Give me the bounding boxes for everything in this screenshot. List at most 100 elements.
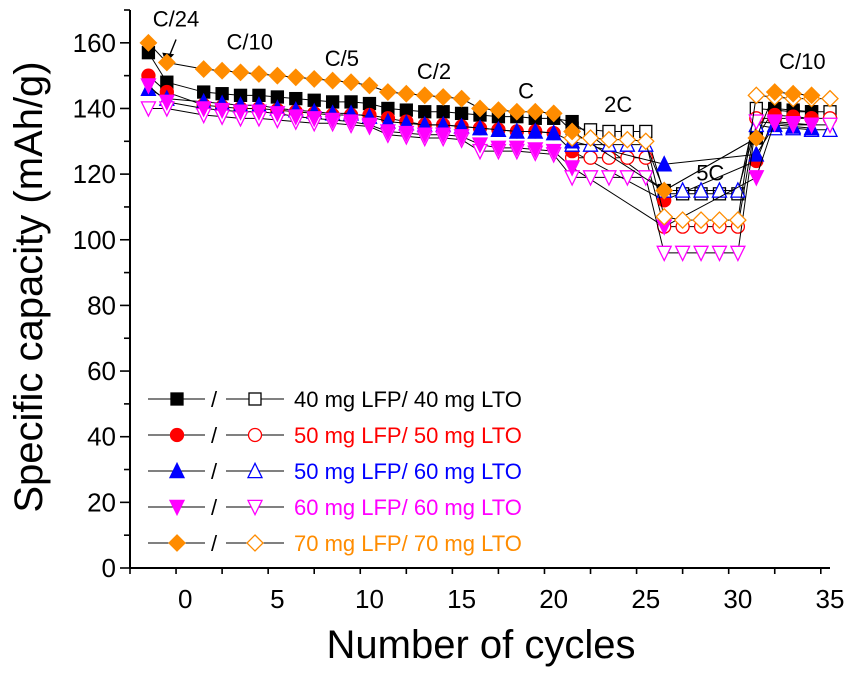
data-point-filled (527, 142, 544, 159)
y-tick-label: 80 (87, 290, 116, 320)
data-point-open (711, 245, 728, 262)
y-tick-label: 0 (102, 553, 116, 583)
data-point-filled (214, 102, 231, 120)
legend-marker-open (247, 427, 263, 443)
data-point-filled (397, 84, 416, 103)
data-point-filled (323, 71, 342, 90)
legend-entry: / 60 mg LFP/ 60 mg LTO (148, 495, 522, 520)
legend-label: 70 mg LFP/ 70 mg LTO (294, 531, 522, 556)
y-tick-label: 40 (87, 422, 116, 452)
legend-marker-filled (169, 427, 185, 443)
data-point-filled (656, 155, 673, 172)
rate-label: C/2 (417, 59, 451, 84)
data-point-filled (545, 143, 562, 161)
data-point-filled (306, 111, 323, 128)
data-point-open (673, 211, 692, 229)
data-point-filled (748, 145, 765, 162)
data-point-filled (287, 109, 304, 126)
data-point-open (638, 150, 653, 165)
data-point-filled (158, 94, 175, 111)
data-point-filled (563, 122, 582, 141)
x-tick-label: 10 (355, 584, 384, 614)
data-point-filled (489, 101, 508, 120)
data-point-open (600, 130, 618, 149)
data-point-open (674, 181, 691, 198)
rate-label: 5C (696, 161, 724, 186)
data-point-filled (194, 60, 213, 79)
data-point-filled (452, 89, 471, 108)
data-point-filled (343, 114, 360, 131)
legend-entry: / 50 mg LFP/ 60 mg LTO (148, 459, 522, 484)
data-point-filled (527, 122, 544, 139)
rate-label: C/24 (153, 6, 199, 31)
data-point-open (656, 245, 673, 262)
data-point-filled (378, 83, 397, 101)
data-point-filled (766, 114, 783, 131)
data-point-filled (785, 115, 802, 133)
data-point-open (674, 245, 691, 262)
data-point-open (618, 130, 637, 149)
series-4 (140, 78, 839, 262)
data-point-filled (544, 104, 563, 123)
data-point-filled (415, 86, 434, 105)
data-point-filled (140, 78, 157, 95)
data-point-open (692, 211, 710, 229)
data-point-filled (435, 127, 452, 144)
data-point-filled (231, 63, 250, 82)
data-point-filled (434, 88, 453, 106)
legend-separator: / (211, 387, 218, 412)
rate-label: C/5 (325, 46, 359, 71)
legend-marker-filled (170, 392, 184, 406)
rate-label: C/10 (226, 29, 272, 54)
data-point-open (581, 129, 600, 147)
legend-separator: / (211, 531, 218, 556)
data-point-open (821, 89, 839, 108)
x-tick-label: 0 (178, 584, 192, 614)
data-point-open (637, 170, 654, 187)
x-tick-label: 30 (723, 584, 752, 614)
series-line-filled (148, 88, 812, 165)
y-tick-label: 60 (87, 356, 116, 386)
plot-area: C/24 C/10 C/5 C/2 C 2C 5C C/10 (153, 6, 826, 185)
x-axis-title: Number of cycles (327, 623, 636, 667)
data-point-open (140, 101, 157, 118)
rate-label: C/10 (779, 49, 825, 74)
data-point-filled (268, 66, 287, 85)
legend-marker-open (246, 499, 264, 517)
legend-separator: / (211, 459, 218, 484)
legend-marker-filled (168, 499, 186, 517)
legend-marker-open (248, 392, 262, 406)
y-tick-label: 120 (73, 159, 116, 189)
data-point-filled (490, 120, 507, 138)
data-point-filled (545, 124, 562, 141)
x-tick-label: 5 (270, 584, 284, 614)
data-point-filled (342, 73, 360, 92)
data-point-filled (507, 102, 526, 121)
data-point-filled (453, 129, 470, 146)
data-point-open (655, 207, 674, 226)
data-point-filled (361, 117, 378, 134)
data-point-filled (379, 124, 396, 141)
legend-label: 60 mg LFP/ 60 mg LTO (294, 495, 522, 520)
x-tick-label: 15 (447, 584, 476, 614)
legend-separator: / (211, 423, 218, 448)
data-point-open (747, 86, 766, 105)
data-point-filled (324, 112, 341, 130)
legend-label: 40 mg LFP/ 40 mg LTO (294, 387, 522, 412)
data-point-filled (748, 170, 765, 187)
data-point-filled (784, 84, 803, 103)
legend-entry: / 70 mg LFP/ 70 mg LTO (148, 531, 522, 556)
series-line-filled (147, 52, 812, 192)
data-point-open (620, 150, 635, 165)
data-point-filled (508, 122, 525, 139)
legend-label: 50 mg LFP/ 60 mg LTO (294, 459, 522, 484)
data-point-filled (139, 33, 158, 52)
data-point-filled (213, 61, 232, 80)
data-point-filled (471, 137, 489, 154)
data-point-filled (286, 68, 305, 87)
data-point-filled (747, 129, 766, 147)
data-point-filled (564, 160, 581, 177)
data-point-filled (765, 83, 784, 101)
rate-label: 2C (604, 92, 632, 117)
